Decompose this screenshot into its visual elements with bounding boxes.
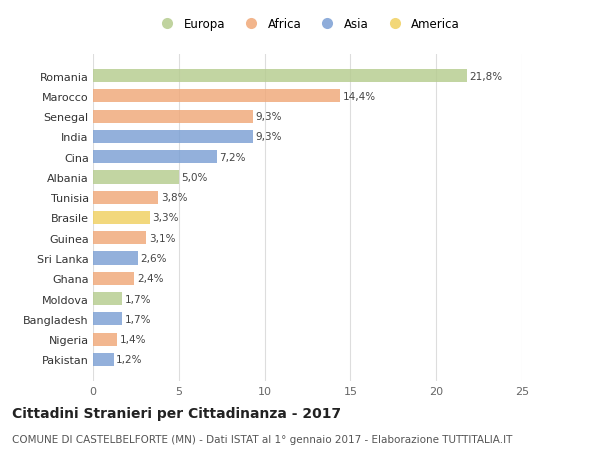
Bar	[93, 292, 122, 306]
Text: 7,2%: 7,2%	[219, 152, 245, 162]
Bar	[93, 70, 467, 83]
Text: 2,6%: 2,6%	[140, 253, 167, 263]
Bar	[93, 313, 122, 326]
Legend: Europa, Africa, Asia, America: Europa, Africa, Asia, America	[153, 15, 462, 33]
Text: 2,4%: 2,4%	[137, 274, 163, 284]
Text: 5,0%: 5,0%	[181, 173, 208, 183]
Bar	[93, 272, 134, 285]
Bar	[93, 333, 117, 346]
Bar	[93, 191, 158, 204]
Text: Cittadini Stranieri per Cittadinanza - 2017: Cittadini Stranieri per Cittadinanza - 2…	[12, 406, 341, 420]
Bar	[93, 90, 340, 103]
Bar	[93, 110, 253, 123]
Text: 3,8%: 3,8%	[161, 193, 187, 203]
Text: 3,3%: 3,3%	[152, 213, 179, 223]
Text: 1,7%: 1,7%	[125, 314, 151, 324]
Bar	[93, 353, 113, 366]
Bar	[93, 232, 146, 245]
Text: 9,3%: 9,3%	[255, 132, 281, 142]
Bar	[93, 212, 149, 224]
Text: 1,2%: 1,2%	[116, 355, 143, 364]
Bar	[93, 252, 137, 265]
Text: COMUNE DI CASTELBELFORTE (MN) - Dati ISTAT al 1° gennaio 2017 - Elaborazione TUT: COMUNE DI CASTELBELFORTE (MN) - Dati IST…	[12, 434, 512, 444]
Text: 1,4%: 1,4%	[119, 334, 146, 344]
Bar	[93, 171, 179, 184]
Bar	[93, 130, 253, 144]
Text: 9,3%: 9,3%	[255, 112, 281, 122]
Text: 14,4%: 14,4%	[343, 92, 376, 102]
Text: 3,1%: 3,1%	[149, 233, 175, 243]
Bar	[93, 151, 217, 164]
Text: 1,7%: 1,7%	[125, 294, 151, 304]
Text: 21,8%: 21,8%	[470, 72, 503, 81]
